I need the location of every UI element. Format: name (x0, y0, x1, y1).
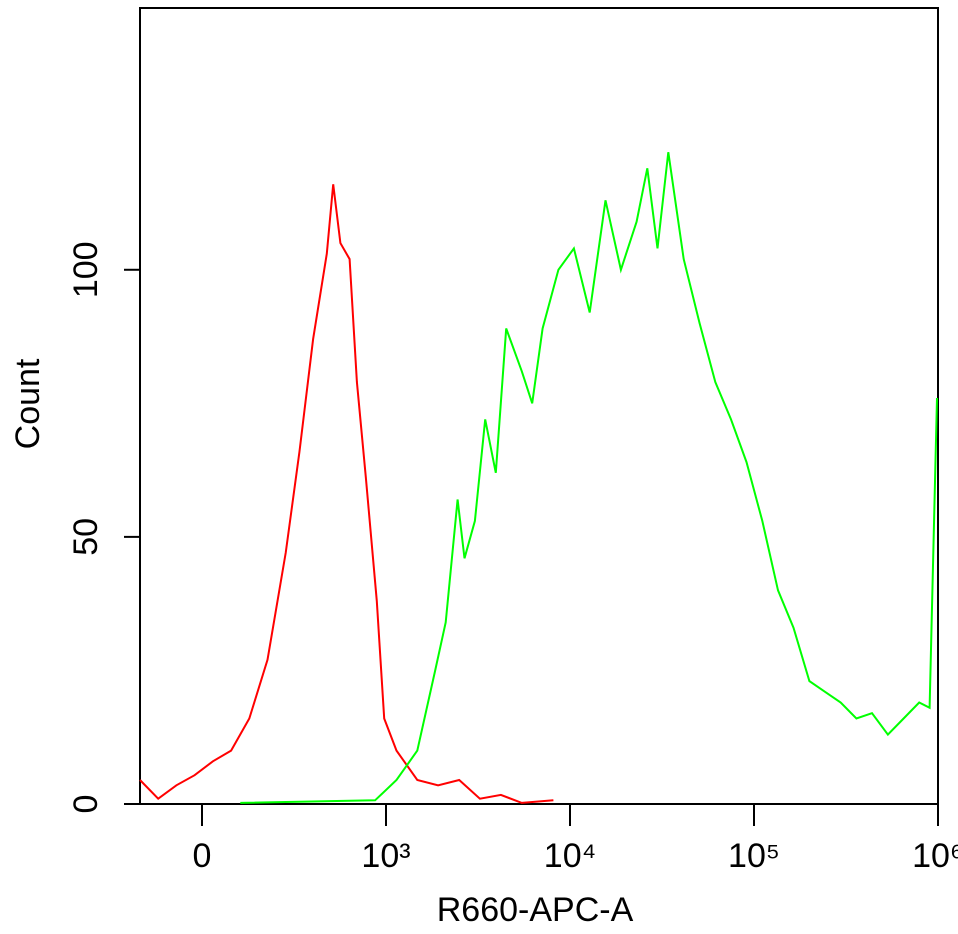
x-tick-label: 10⁵ (728, 837, 780, 875)
plot-frame (139, 7, 939, 805)
x-tick-label: 10⁶ (912, 837, 958, 875)
x-tick-label: 10³ (361, 837, 410, 875)
y-tick-label: 0 (67, 795, 105, 814)
y-tick-label: 50 (67, 518, 105, 556)
y-tick-label: 100 (67, 241, 105, 298)
x-tick-label: 10⁴ (544, 837, 596, 875)
histogram-line (139, 184, 554, 804)
histogram-line (240, 152, 938, 804)
x-tick-label: 0 (193, 837, 212, 875)
x-axis-title: R660-APC-A (437, 891, 634, 929)
y-axis-title: Count (9, 358, 47, 449)
